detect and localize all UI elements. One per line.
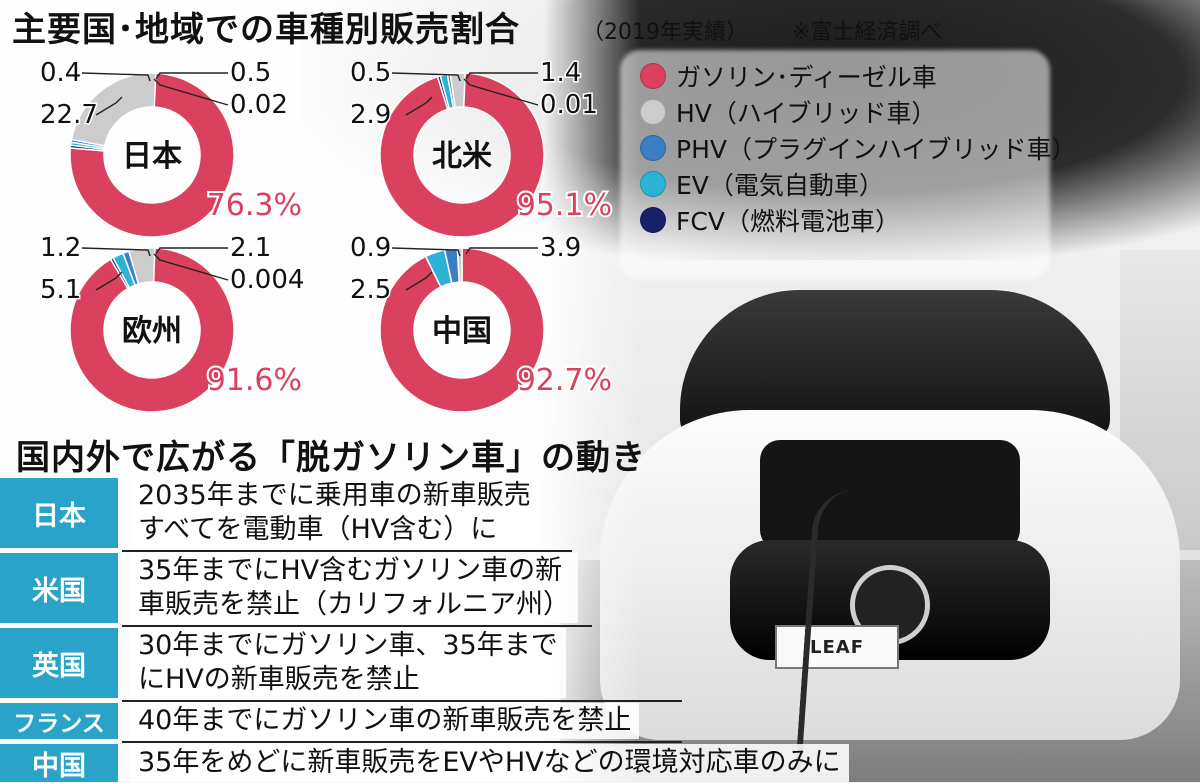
- data-label-ev: 1.4: [540, 58, 581, 88]
- slice-gasoline: [379, 72, 545, 238]
- data-label-phv: 2.5: [350, 275, 391, 305]
- data-label-fcv: 0.02: [230, 90, 288, 120]
- leader-line: [155, 247, 228, 255]
- policy-country: 英国: [0, 628, 118, 698]
- policy-line: 2035年までに乗用車の新車販売: [138, 480, 531, 511]
- leader-line: [405, 271, 433, 291]
- policy-text: 2035年までに乗用車の新車販売 すべてを電動車（HV含む）に: [130, 478, 539, 548]
- row-divider: [122, 550, 572, 552]
- data-label-hv: 22.7: [40, 100, 98, 130]
- leader-line: [153, 253, 229, 281]
- policy-row-us: 米国 35年までにHV含むガソリン車の新 車販売を禁止（カリフォルニア州）: [0, 553, 578, 623]
- car-charging-port: [760, 440, 1020, 550]
- policy-country: フランス: [0, 703, 118, 739]
- leader-line: [405, 96, 433, 116]
- data-label-phv: 0.5: [350, 58, 391, 88]
- policy-row-japan: 日本 2035年までに乗用車の新車販売 すべてを電動車（HV含む）に: [0, 478, 539, 548]
- main-share-label: 95.1%: [517, 188, 612, 223]
- region-label: 中国: [432, 314, 492, 349]
- legend-swatch: [640, 63, 666, 89]
- legend-item-phv: PHV（プラグインハイブリッド車）: [640, 130, 1076, 166]
- policy-text: 35年をめどに新車販売をEVやHVなどの環境対応車のみに: [130, 744, 849, 782]
- leader-line: [391, 247, 461, 257]
- legend-swatch: [640, 207, 666, 233]
- policy-line: 30年までにガソリン車、35年まで: [138, 630, 558, 661]
- section-title: 国内外で広がる「脱ガソリン車」の動き: [16, 438, 646, 478]
- leader-line: [155, 72, 228, 80]
- policy-row-uk: 英国 30年までにガソリン車、35年まで にHVの新車販売を禁止: [0, 628, 566, 698]
- page-subtitle: （2019年実績）: [582, 20, 748, 45]
- data-label-fcv: 0.01: [540, 90, 598, 120]
- data-label-hv: 2.9: [350, 100, 391, 130]
- slice-gasoline: [379, 247, 545, 413]
- legend-label: FCV（燃料電池車）: [676, 207, 900, 236]
- legend-label: PHV（プラグインハイブリッド車）: [676, 135, 1077, 164]
- region-label: 日本: [122, 139, 182, 174]
- slice-hv: [449, 72, 466, 109]
- policy-text: 30年までにガソリン車、35年まで にHVの新車販売を禁止: [130, 628, 566, 698]
- data-label-hv: 5.1: [40, 275, 81, 305]
- policy-country: 中国: [0, 744, 118, 782]
- data-label-hv: 0.9: [350, 233, 391, 263]
- legend-swatch: [640, 135, 666, 161]
- leader-line: [95, 96, 123, 116]
- legend-swatch: [640, 171, 666, 197]
- policy-country: 日本: [0, 478, 118, 548]
- policy-line: 車販売を禁止（カリフォルニア州）: [138, 589, 570, 620]
- data-label-ev: 3.9: [540, 233, 581, 263]
- legend-item-fcv: FCV（燃料電池車）: [640, 202, 1076, 238]
- policy-line: すべてを電動車（HV含む）に: [138, 514, 498, 545]
- row-divider: [122, 625, 592, 627]
- policy-line: 40年までにガソリン車の新車販売を禁止: [138, 705, 632, 736]
- slice-gasoline: [69, 247, 235, 413]
- policy-row-france: フランス 40年までにガソリン車の新車販売を禁止: [0, 703, 640, 739]
- policy-line: 35年までにHV含むガソリン車の新: [138, 555, 563, 586]
- leader-line: [95, 271, 123, 291]
- main-share-label: 92.7%: [517, 363, 612, 398]
- main-share-label: 91.6%: [207, 363, 302, 398]
- legend-label: ガソリン･ディーゼル車: [676, 63, 937, 92]
- leader-line: [153, 78, 229, 106]
- main-share-label: 76.3%: [207, 188, 302, 223]
- legend-swatch: [640, 99, 666, 125]
- leader-line: [465, 72, 538, 80]
- leader-line: [81, 247, 151, 257]
- slice-gasoline: [69, 72, 235, 238]
- data-label-phv: 0.5: [230, 58, 271, 88]
- leader-line: [463, 78, 539, 106]
- policy-text: 35年までにHV含むガソリン車の新 車販売を禁止（カリフォルニア州）: [130, 553, 578, 623]
- row-divider: [122, 700, 682, 702]
- region-label: 欧州: [122, 314, 182, 349]
- data-label-ev: 2.1: [230, 233, 271, 263]
- row-divider: [122, 741, 682, 743]
- ev-car-photo: LEAF: [560, 290, 1200, 770]
- policy-row-china: 中国 35年をめどに新車販売をEVやHVなどの環境対応車のみに: [0, 744, 849, 782]
- policy-country: 米国: [0, 553, 118, 623]
- car-plate: LEAF: [775, 625, 899, 669]
- region-label: 北米: [432, 139, 492, 174]
- legend-item-gasoline: ガソリン･ディーゼル車: [640, 58, 1076, 94]
- policy-line: にHVの新車販売を禁止: [138, 664, 420, 695]
- legend-item-ev: EV（電気自動車）: [640, 166, 1076, 202]
- leader-line: [391, 72, 461, 82]
- legend-label: EV（電気自動車）: [676, 171, 884, 200]
- policy-line: 35年をめどに新車販売をEVやHVなどの環境対応車のみに: [138, 747, 841, 778]
- policy-text: 40年までにガソリン車の新車販売を禁止: [130, 703, 640, 739]
- source-note: ※富士経済調べ: [792, 20, 943, 45]
- slice-hv: [70, 72, 157, 147]
- page-title: 主要国･地域での車種別販売割合: [12, 10, 520, 50]
- legend: ガソリン･ディーゼル車 HV（ハイブリッド車） PHV（プラグインハイブリッド車…: [640, 58, 1076, 238]
- data-label-ev: 0.4: [40, 58, 81, 88]
- legend-label: HV（ハイブリッド車）: [676, 99, 937, 128]
- legend-fade: [620, 50, 1050, 280]
- leader-line: [81, 72, 151, 82]
- data-label-fcv: 0.004: [230, 265, 304, 295]
- legend-item-hv: HV（ハイブリッド車）: [640, 94, 1076, 130]
- data-label-phv: 1.2: [40, 233, 81, 263]
- slice-hv: [456, 247, 463, 283]
- leader-line: [465, 247, 538, 255]
